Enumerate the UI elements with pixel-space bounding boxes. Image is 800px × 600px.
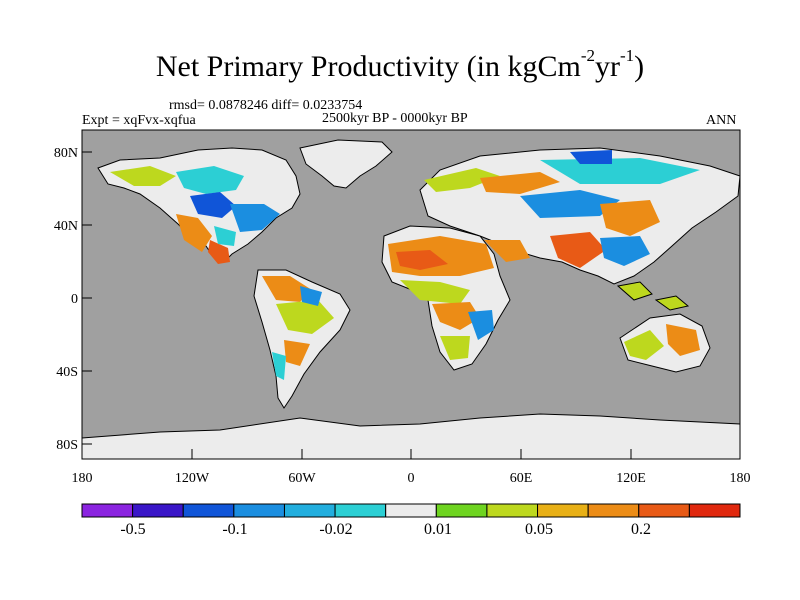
colorbar-box (486, 503, 539, 518)
colorbar-label: 0.01 (424, 521, 452, 538)
lat-tick-label: 80S (56, 438, 78, 453)
colorbar-box (537, 503, 589, 518)
colorbar-box (283, 503, 336, 518)
sa-north-orange (262, 276, 312, 302)
lat-tick-label: 40S (56, 365, 78, 380)
colorbar-box (435, 503, 488, 518)
colorbar-box (334, 503, 387, 518)
na-east-blue (230, 204, 280, 232)
colorbar-label: -0.5 (120, 521, 146, 538)
sa-blue (300, 286, 322, 306)
lat-axis: 80N 40N 0 40S 80S (54, 146, 92, 453)
lon-tick-label: 120E (616, 471, 646, 486)
australia-orange (666, 324, 700, 356)
asia-orange-east (600, 200, 660, 236)
colorbar (81, 503, 741, 518)
lat-tick-label: 80N (54, 146, 78, 161)
colorbar-label: 0.05 (525, 521, 553, 538)
colorbar-box (132, 503, 184, 518)
asia-india-red (550, 232, 606, 268)
colorbar-label: 0.2 (631, 521, 651, 538)
lon-tick-label: 180 (730, 471, 751, 486)
africa-south-green (440, 336, 470, 360)
colorbar-box (688, 503, 741, 518)
asia-north-green (424, 168, 500, 192)
experiment-label: Expt = xqFvx-xqfua (82, 113, 196, 128)
stats-label: rmsd= 0.0878246 diff= 0.0233754 (169, 98, 363, 113)
land-regions (81, 139, 741, 460)
na-central-cyan (214, 226, 236, 246)
australia-green (624, 330, 664, 360)
colorbar-box (587, 503, 640, 518)
se-asia-islands (616, 281, 690, 311)
na-west-orange (176, 214, 212, 252)
figure-title: Net Primary Productivity (in kgCm-2yr-1) (155, 46, 645, 83)
asia-north-orange (480, 172, 560, 194)
na-canada-cyan (176, 166, 244, 194)
sa-south-orange (284, 340, 310, 366)
colorbar-label: -0.02 (319, 521, 353, 538)
sa-cyan (272, 352, 286, 380)
lat-tick-label: 0 (71, 292, 78, 307)
asia-blue (570, 150, 612, 164)
colorbar-box (385, 503, 437, 518)
period-label: 2500kyr BP - 0000kyr BP (322, 111, 468, 126)
asia-mid-blue (520, 190, 620, 218)
colorbar-label: -0.1 (222, 521, 248, 538)
asia-china-blue (600, 236, 650, 266)
lon-tick-label: 60E (510, 471, 533, 486)
asia-mideast-orange (484, 240, 530, 262)
season-label: ANN (706, 113, 737, 128)
greenland (299, 139, 393, 189)
colorbar-box (81, 503, 134, 518)
lon-tick-label: 60W (288, 471, 316, 486)
na-mexico-red (208, 240, 230, 264)
africa-sahel-green (400, 280, 470, 304)
colorbar-box (233, 503, 285, 518)
africa-sahara-red (396, 250, 448, 270)
lon-tick-label: 0 (408, 471, 415, 486)
lon-tick-label: 180 (72, 471, 93, 486)
asia-cyan-band (540, 158, 700, 184)
lon-axis: 180 120W 60W 0 60E 120E 180 (72, 449, 751, 486)
na-canada-green (110, 166, 176, 186)
africa-east-blue (468, 310, 494, 340)
sa-amazon-green (276, 300, 334, 334)
africa-central-orange (432, 302, 480, 330)
lat-tick-label: 40N (54, 219, 78, 234)
colorbar-box (638, 503, 690, 518)
lon-tick-label: 120W (175, 471, 210, 486)
na-canada-blue (190, 192, 236, 218)
colorbar-box (182, 503, 235, 518)
